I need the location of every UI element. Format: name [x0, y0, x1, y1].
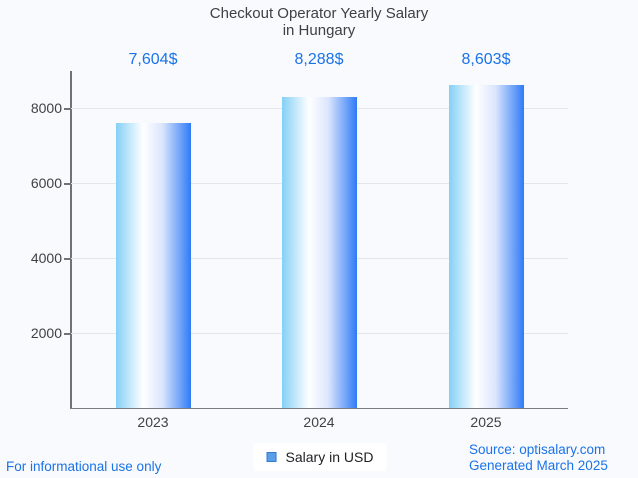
chart-title-line1: Checkout Operator Yearly Salary: [209, 5, 429, 22]
disclaimer-text: For informational use only: [6, 459, 162, 474]
bar-value-label: 7,604$: [128, 51, 178, 68]
x-axis-line: [70, 407, 568, 409]
y-tick-mark: [64, 333, 70, 335]
generated-date: Generated March 2025: [469, 457, 608, 473]
legend-label: Salary in USD: [285, 449, 374, 465]
y-tick-mark: [64, 108, 70, 110]
y-tick-label: 8000: [30, 100, 62, 116]
y-tick-label: 2000: [30, 325, 62, 341]
bar-2023: [115, 122, 191, 408]
bar-2025: [448, 85, 524, 408]
bar-value-label: 8,288$: [294, 51, 344, 68]
source-link[interactable]: Source: optisalary.com: [469, 442, 606, 457]
legend-swatch-icon: [266, 452, 277, 462]
legend: Salary in USD: [253, 443, 387, 471]
x-tick-label: 2025: [470, 414, 502, 430]
y-tick-label: 4000: [30, 250, 62, 266]
chart-title: Checkout Operator Yearly Salary in Hunga…: [0, 5, 638, 39]
bar-value-label: 8,603$: [461, 51, 511, 68]
y-tick-label: 6000: [30, 175, 62, 191]
y-tick-mark: [64, 183, 70, 185]
bar-2024: [281, 97, 357, 408]
y-tick-mark: [64, 258, 70, 260]
chart-title-line2: in Hungary: [282, 22, 356, 39]
x-tick-label: 2024: [303, 414, 335, 430]
source-block: Source: optisalary.com Generated March 2…: [469, 442, 608, 473]
y-axis-line: [70, 71, 72, 408]
x-tick-label: 2023: [137, 414, 169, 430]
